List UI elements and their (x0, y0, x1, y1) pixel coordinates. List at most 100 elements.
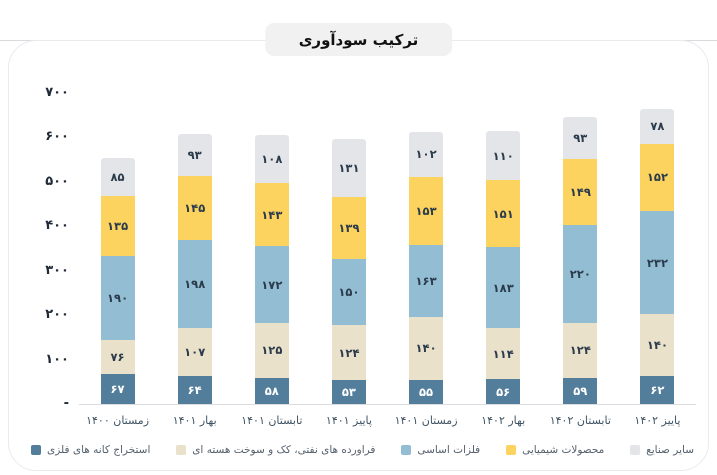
bar-group: ۹۳ ۱۴۹ ۲۲۰ ۱۲۴ ۵۹ (542, 93, 619, 404)
segment-value: ۹۳ (573, 131, 588, 146)
segment-value: ۱۳۱ (338, 160, 360, 175)
segment-value: ۱۵۳ (415, 204, 437, 218)
bar: ۸۵ ۱۳۵ ۱۹۰ ۷۶ ۶۷ (100, 158, 135, 404)
x-axis-label: پاییز ۱۴۰۱ (325, 414, 372, 427)
y-axis-label: ۱۰۰ (45, 351, 69, 367)
segment-value: ۱۳۵ (107, 219, 129, 234)
segment-value: ۱۳۹ (338, 220, 360, 235)
bar-segment: ۱۹۸ (177, 240, 212, 329)
bar: ۹۳ ۱۴۵ ۱۹۸ ۱۰۷ ۶۴ (177, 134, 212, 404)
segment-value: ۵۶ (496, 384, 511, 399)
chart-title-text: ترکیب سودآوری (298, 31, 419, 49)
legend-swatch (176, 445, 187, 455)
bar: ۷۸ ۱۵۲ ۲۳۲ ۱۴۰ ۶۲ (640, 109, 675, 404)
bar-segment: ۱۵۱ (486, 180, 521, 248)
legend-item: محصولات شیمیایی (506, 444, 604, 456)
segment-value: ۱۴۰ (415, 341, 437, 356)
bar-segment: ۷۸ (640, 109, 675, 144)
bar: ۱۱۰ ۱۵۱ ۱۸۳ ۱۱۴ ۵۶ (486, 131, 521, 404)
plot-area: ۸۵ ۱۳۵ ۱۹۰ ۷۶ ۶۷ ۹۳ ۱۴۵ ۱۹۸ ۱۰۷ ۶۴ ۱۰۸ ۱۴۳ ۱۷۲ ۱۲۵ ۵۸ ۱… (79, 93, 696, 405)
bar-segment: ۱۲۵ (254, 322, 289, 379)
segment-value: ۱۰۲ (415, 147, 437, 162)
segment-value: ۱۹۸ (184, 277, 206, 292)
y-axis-label: ۷۰۰ (45, 85, 69, 100)
x-axis: زمستان ۱۴۰۰ بهار ۱۴۰۱ تابستان ۱۴۰۱ پاییز ۱۴… (79, 405, 696, 427)
bar-segment: ۱۴۵ (177, 175, 212, 241)
bar-segment: ۱۰۷ (177, 328, 212, 376)
legend-label: استخراج کانه های فلزی (47, 444, 151, 456)
segment-value: ۶۴ (187, 382, 202, 397)
bar: ۱۰۸ ۱۴۳ ۱۷۲ ۱۲۵ ۵۸ (254, 134, 289, 404)
legend-swatch (630, 445, 641, 455)
bar-segment: ۲۳۲ (640, 211, 675, 315)
segment-value: ۱۷۲ (261, 277, 283, 292)
bar-segment: ۱۷۲ (254, 246, 289, 323)
segment-value: ۱۱۴ (492, 346, 514, 361)
bar-segment: ۱۴۰ (409, 317, 444, 380)
x-axis-label: پاییز ۱۴۰۲ (634, 414, 681, 427)
bar-segment: ۱۶۳ (409, 244, 444, 318)
bar-segment: ۷۶ (100, 340, 135, 375)
bar-segment: ۸۵ (100, 158, 135, 197)
bar-group: ۸۵ ۱۳۵ ۱۹۰ ۷۶ ۶۷ (79, 93, 156, 404)
legend-label: محصولات شیمیایی (522, 444, 605, 456)
y-axis-label: ۴۰۰ (45, 218, 69, 234)
legend-item: سایر صنایع (630, 444, 694, 456)
segment-value: ۲۳۲ (646, 255, 668, 270)
segment-value: ۵۳ (341, 385, 356, 400)
legend: استخراج کانه های فلزی فراورده های نفتی، ک… (29, 444, 696, 456)
segment-value: ۱۵۲ (646, 170, 668, 185)
y-axis-label: ۵۰۰ (45, 173, 69, 189)
bar-segment: ۱۹۰ (100, 256, 135, 341)
y-axis-label: ۶۰۰ (45, 129, 69, 145)
bar-segment: ۹۳ (563, 117, 598, 159)
segment-value: ۱۹۰ (107, 291, 129, 306)
bar-segment: ۲۲۰ (563, 224, 598, 323)
y-axis-label: ۳۰۰ (45, 262, 69, 278)
x-axis-label: بهار ۱۴۰۲ (481, 414, 526, 427)
bar-group: ۱۳۱ ۱۳۹ ۱۵۰ ۱۲۴ ۵۳ (310, 93, 387, 404)
bar-segment: ۶۴ (177, 375, 212, 404)
legend-swatch (506, 445, 517, 455)
x-axis-label: زمستان ۱۴۰۱ (394, 414, 458, 427)
segment-value: ۹۳ (187, 148, 202, 163)
segment-value: ۱۵۰ (338, 285, 360, 300)
segment-value: ۵۹ (573, 383, 588, 398)
bar-segment: ۱۱۰ (486, 131, 521, 181)
legend-label: فراورده های نفتی، کک و سوخت هسته ای (192, 444, 376, 456)
segment-value: ۱۶۳ (415, 274, 437, 289)
legend-item: فراورده های نفتی، کک و سوخت هسته ای (176, 444, 375, 456)
segment-value: ۶۲ (650, 383, 665, 398)
bar-segment: ۱۵۰ (331, 258, 366, 326)
y-axis-label: - (63, 396, 69, 411)
legend-label: سایر صنایع (646, 444, 694, 456)
segment-value: ۲۲۰ (569, 266, 591, 281)
segment-value: ۵۸ (264, 384, 279, 399)
bar-segment: ۱۲۴ (563, 322, 598, 378)
bar-segment: ۱۵۳ (409, 177, 444, 245)
segment-value: ۷۸ (650, 119, 665, 134)
bar-segment: ۵۵ (409, 379, 444, 404)
bar-segment: ۱۲۴ (331, 325, 366, 381)
legend-item: استخراج کانه های فلزی (31, 444, 150, 456)
bar-group: ۹۳ ۱۴۵ ۱۹۸ ۱۰۷ ۶۴ (156, 93, 233, 404)
bar: ۱۰۲ ۱۵۳ ۱۶۳ ۱۴۰ ۵۵ (409, 131, 444, 404)
bar: ۹۳ ۱۴۹ ۲۲۰ ۱۲۴ ۵۹ (563, 117, 598, 404)
bar-group: ۱۱۰ ۱۵۱ ۱۸۳ ۱۱۴ ۵۶ (465, 93, 542, 404)
legend-swatch (31, 445, 41, 455)
segment-value: ۸۵ (110, 170, 125, 185)
bar-group: ۱۰۲ ۱۵۳ ۱۶۳ ۱۴۰ ۵۵ (388, 93, 465, 404)
segment-value: ۱۴۵ (184, 200, 206, 215)
x-axis-label: بهار ۱۴۰۱ (172, 414, 217, 427)
x-axis-label: زمستان ۱۴۰۰ (86, 414, 150, 427)
bar: ۱۳۱ ۱۳۹ ۱۵۰ ۱۲۴ ۵۳ (331, 138, 366, 404)
bar-segment: ۵۳ (331, 380, 366, 404)
segment-value: ۱۲۴ (569, 343, 591, 358)
bar-segment: ۱۰۸ (254, 134, 289, 183)
chart-card: ۷۰۰ ۶۰۰ ۵۰۰ ۴۰۰ ۳۰۰ ۲۰۰ ۱۰۰ - ۸۵ ۱۳۵ ۱۹۰ ۷۶ ۶۷ ۹۳ ۱۴۵… (8, 40, 709, 471)
bar-segment: ۵۹ (563, 377, 598, 404)
bar-segment: ۱۰۲ (409, 131, 444, 178)
bar-segment: ۱۳۵ (100, 196, 135, 257)
x-axis-label: تابستان ۱۴۰۲ (549, 414, 611, 427)
segment-value: ۱۲۵ (261, 343, 283, 358)
